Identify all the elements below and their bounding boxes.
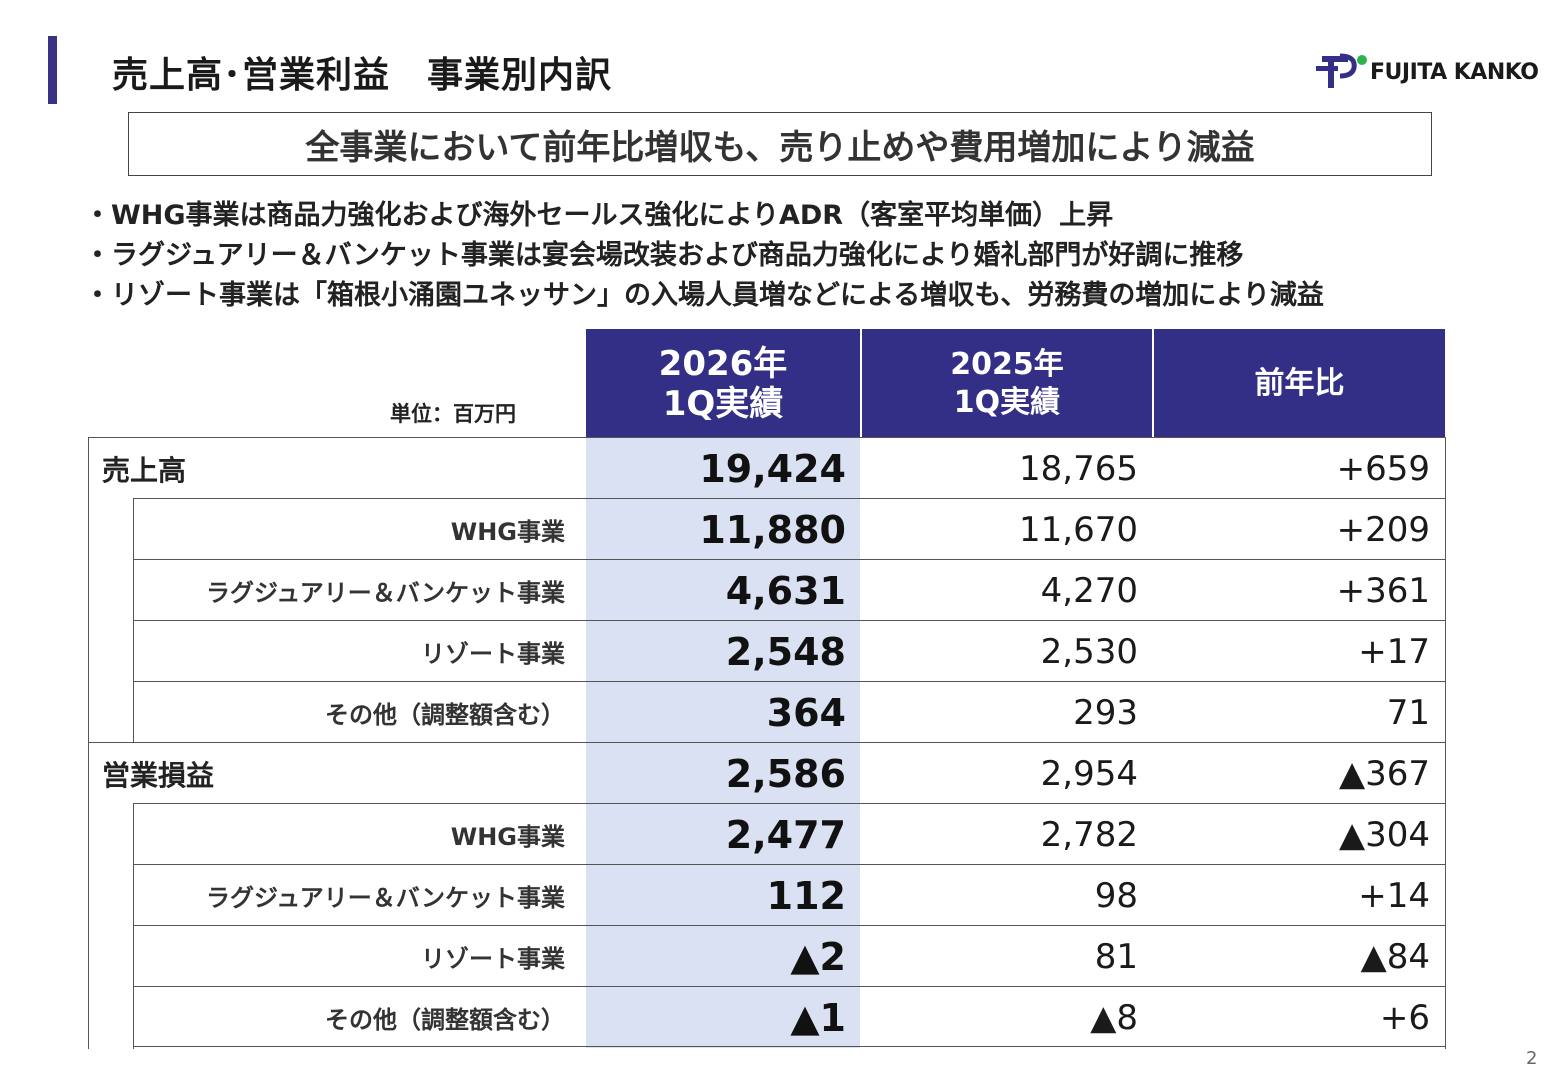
profit-sub-border bbox=[133, 804, 134, 1049]
title-accent-bar bbox=[48, 36, 57, 104]
header-yoy-change-label: 前年比 bbox=[1254, 365, 1345, 401]
table-row-sales-total: 売上高 19,424 18,765 +659 bbox=[88, 437, 1446, 498]
bullet-item: ・ラグジュアリー＆バンケット事業は宴会場改装および商品力強化により婚礼部門が好調… bbox=[84, 240, 1244, 271]
row-label: リゾート事業 bbox=[421, 945, 565, 973]
current-value: 4,631 bbox=[725, 568, 846, 613]
current-value: 112 bbox=[766, 873, 846, 918]
table-row: リゾート事業 ▲2 81 ▲84 bbox=[133, 925, 1446, 986]
row-label: その他（調整額含む） bbox=[325, 701, 565, 729]
current-value: 11,880 bbox=[699, 507, 846, 552]
table-row: WHG事業 11,880 11,670 +209 bbox=[133, 498, 1446, 559]
header-previous-year-line1: 2025年 bbox=[950, 346, 1064, 382]
table-row: その他（調整額含む） 364 293 71 bbox=[133, 681, 1446, 742]
previous-value: 2,530 bbox=[1040, 631, 1138, 672]
change-value: +17 bbox=[1358, 631, 1430, 672]
current-value: ▲2 bbox=[790, 934, 846, 979]
fujita-kanko-logo: FUJITA KANKO bbox=[1316, 52, 1539, 92]
table-row: リゾート事業 2,548 2,530 +17 bbox=[133, 620, 1446, 681]
change-value: +6 bbox=[1379, 997, 1430, 1038]
header-current-year-line1: 2026年 bbox=[658, 343, 788, 384]
table-row: その他（調整額含む） ▲1 ▲8 +6 bbox=[133, 986, 1446, 1047]
change-value: +361 bbox=[1336, 570, 1430, 611]
row-label: ラグジュアリー＆バンケット事業 bbox=[205, 579, 565, 607]
bullet-item: ・WHG事業は商品力強化および海外セールス強化によりADR（客室平均単価）上昇 bbox=[84, 200, 1114, 231]
previous-value: ▲8 bbox=[1090, 997, 1138, 1038]
previous-value: 11,670 bbox=[1019, 509, 1138, 550]
change-value: ▲84 bbox=[1360, 936, 1430, 977]
table-row-operating-profit-total: 営業損益 2,586 2,954 ▲367 bbox=[88, 742, 1446, 803]
row-label: WHG事業 bbox=[450, 823, 565, 851]
header-yoy-change: 前年比 bbox=[1154, 329, 1445, 438]
previous-value: 18,765 bbox=[1019, 448, 1138, 489]
headline: 全事業において前年比増収も、売り止めや費用増加により減益 bbox=[305, 127, 1255, 168]
current-value: ▲1 bbox=[790, 995, 846, 1040]
fujita-kanko-logo-icon bbox=[1316, 53, 1367, 88]
row-label: リゾート事業 bbox=[421, 640, 565, 668]
current-value: 2,548 bbox=[725, 629, 846, 674]
header-previous-year: 2025年 1Q実績 bbox=[862, 329, 1152, 438]
previous-value: 293 bbox=[1073, 692, 1138, 733]
logo-text: FUJITA KANKO bbox=[1370, 60, 1539, 85]
row-label: 営業損益 bbox=[102, 758, 215, 792]
header-previous-year-line2: 1Q実績 bbox=[953, 384, 1061, 420]
previous-value: 98 bbox=[1094, 875, 1138, 916]
current-value: 19,424 bbox=[699, 446, 846, 491]
page-number: 2 bbox=[1526, 1048, 1538, 1069]
change-value: +209 bbox=[1336, 509, 1430, 550]
header-current-year-line2: 1Q実績 bbox=[662, 383, 784, 424]
change-value: ▲304 bbox=[1338, 814, 1430, 855]
current-year-highlight bbox=[586, 438, 860, 1048]
previous-value: 2,782 bbox=[1040, 814, 1138, 855]
row-label: その他（調整額含む） bbox=[325, 1006, 565, 1034]
segment-table: 売上高 19,424 18,765 +659 WHG事業 11,880 11,6… bbox=[88, 437, 1446, 1047]
table-row: WHG事業 2,477 2,782 ▲304 bbox=[133, 803, 1446, 864]
current-value: 2,477 bbox=[725, 812, 846, 857]
unit-label: 単位：百万円 bbox=[390, 402, 516, 426]
table-row: ラグジュアリー＆バンケット事業 4,631 4,270 +361 bbox=[133, 559, 1446, 620]
row-label: WHG事業 bbox=[450, 518, 565, 546]
current-value: 2,586 bbox=[725, 751, 846, 796]
page-title: 売上高･営業利益 事業別内訳 bbox=[112, 55, 613, 96]
bullet-item: ・リゾート事業は「箱根小涌園ユネッサン」の入場人員増などによる増収も、労務費の増… bbox=[84, 280, 1324, 311]
table-row: ラグジュアリー＆バンケット事業 112 98 +14 bbox=[133, 864, 1446, 925]
previous-value: 4,270 bbox=[1040, 570, 1138, 611]
row-label: 売上高 bbox=[102, 453, 187, 487]
row-label: ラグジュアリー＆バンケット事業 bbox=[205, 884, 565, 912]
table-left-border bbox=[88, 437, 89, 1049]
previous-value: 2,954 bbox=[1040, 753, 1138, 794]
header-current-year: 2026年 1Q実績 bbox=[586, 329, 860, 438]
current-value: 364 bbox=[766, 690, 846, 735]
change-value: +659 bbox=[1336, 448, 1430, 489]
headline-box: 全事業において前年比増収も、売り止めや費用増加により減益 bbox=[128, 112, 1432, 176]
previous-value: 81 bbox=[1094, 936, 1138, 977]
table-right-border bbox=[1445, 437, 1446, 1049]
change-value: 71 bbox=[1386, 692, 1430, 733]
bullet-list: ・WHG事業は商品力強化および海外セールス強化によりADR（客室平均単価）上昇 … bbox=[84, 196, 1324, 316]
change-value: +14 bbox=[1358, 875, 1430, 916]
change-value: ▲367 bbox=[1338, 753, 1430, 794]
